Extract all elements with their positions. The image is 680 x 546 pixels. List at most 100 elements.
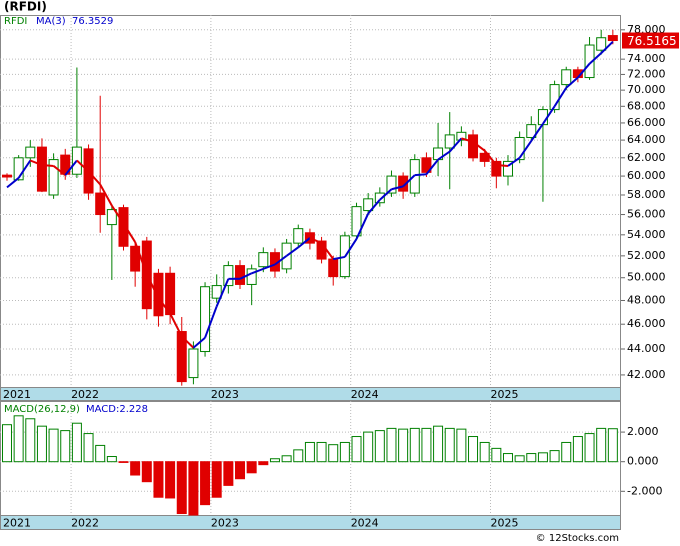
macd-value: MACD:2.228: [86, 404, 148, 415]
x-tick-label: 2023: [211, 517, 239, 530]
macd-bar: [200, 461, 211, 506]
macd-bar: [36, 425, 47, 463]
macd-bar: [235, 461, 246, 480]
ma-line: [297, 237, 311, 249]
candle-body: [200, 286, 211, 353]
y-tick-label: 0.000: [627, 455, 659, 468]
y-tick-label: 46.000: [627, 317, 666, 330]
candle-body: [293, 228, 304, 244]
macd-bar: [537, 452, 548, 463]
y-tick-label: 64.000: [627, 133, 666, 146]
candle-body: [106, 209, 117, 226]
x-tick-label: 2022: [71, 517, 99, 530]
candle-body: [95, 192, 106, 216]
macd-bar: [363, 431, 374, 463]
candle-body: [36, 146, 47, 192]
ma-line: [274, 255, 288, 266]
candle-body: [607, 35, 618, 42]
macd-bar: [479, 441, 490, 463]
ma-line: [588, 52, 602, 65]
macd-bar: [1, 424, 12, 463]
y-tick-label: 60.000: [627, 169, 666, 182]
y-tick-label: 68.000: [627, 99, 666, 112]
ma-line: [344, 238, 358, 258]
y-tick-label: -2.000: [627, 484, 662, 497]
macd-bar: [444, 427, 455, 463]
ma-line: [530, 123, 544, 142]
candle-body: [398, 175, 409, 192]
y-tick-label: 74.000: [627, 52, 666, 65]
candle-body: [118, 207, 129, 247]
macd-bar: [293, 449, 304, 463]
ma-line: [157, 297, 171, 315]
candle-body: [502, 160, 513, 177]
candle-body: [13, 157, 24, 181]
macd-bar: [223, 461, 234, 486]
ma-line: [52, 165, 66, 176]
macd-bar: [433, 425, 444, 463]
candle-body: [526, 124, 537, 138]
ma-line: [204, 305, 218, 339]
macd-bar: [71, 422, 82, 463]
macd-bar: [502, 453, 513, 463]
candle-body: [188, 348, 199, 379]
macd-bar: [514, 455, 525, 463]
macd-bar: [584, 433, 595, 463]
candle-body: [1, 174, 12, 178]
ma-line: [600, 40, 614, 54]
candle-body: [328, 258, 339, 278]
candle-body: [153, 272, 164, 317]
macd-bar: [48, 428, 59, 463]
ma-line: [496, 164, 509, 167]
candle-body: [444, 134, 455, 149]
y-tick-label: 56.000: [627, 208, 666, 221]
y-tick-label: 66.000: [627, 116, 666, 129]
macd-bar: [339, 441, 350, 463]
candle-body: [596, 37, 607, 51]
macd-bar: [60, 430, 71, 463]
ma-line: [565, 76, 579, 89]
ma-line: [542, 105, 556, 125]
ma-line: [483, 150, 498, 166]
candle-body: [374, 192, 385, 204]
macd-bar: [456, 428, 467, 463]
ma-line: [87, 170, 101, 186]
ma-line: [367, 199, 381, 215]
macd-bar: [304, 441, 315, 463]
candle-body: [491, 160, 502, 177]
y-tick-label: 2.000: [627, 425, 659, 438]
ma-line: [76, 159, 90, 173]
ma-line: [111, 205, 125, 225]
ma-line: [425, 158, 439, 175]
legend-ma-value: 76.3529: [72, 16, 113, 27]
x-tick-label: 2021: [3, 388, 31, 401]
year-strip: [0, 515, 621, 530]
macd-bar: [491, 447, 502, 463]
ma-line: [379, 188, 393, 201]
ma-line: [320, 242, 335, 260]
macd-bar: [398, 428, 409, 463]
x-tick-label: 2021: [3, 517, 31, 530]
last-price-label: 76.5165: [627, 34, 677, 48]
macd-bar: [328, 444, 339, 463]
ma-line: [134, 241, 148, 275]
macd-bar: [526, 453, 537, 463]
macd-bar: [106, 456, 117, 463]
macd-bar: [351, 436, 362, 463]
macd-bar: [316, 441, 327, 463]
y-tick-label: 72.000: [627, 67, 666, 80]
y-tick-label: 54.000: [627, 228, 666, 241]
y-tick-label: 70.000: [627, 83, 666, 96]
macd-bar: [130, 461, 141, 476]
macd-bar: [421, 427, 432, 463]
ma-line: [251, 267, 264, 275]
plot-area: [0, 15, 621, 388]
ma-line: [239, 272, 253, 280]
ma-line: [577, 63, 591, 79]
macd-bar: [25, 418, 36, 463]
x-tick-label: 2024: [351, 388, 379, 401]
ma-line: [437, 150, 451, 161]
candle-body: [176, 331, 187, 383]
y-tick-label: 58.000: [627, 188, 666, 201]
x-tick-label: 2022: [71, 388, 99, 401]
